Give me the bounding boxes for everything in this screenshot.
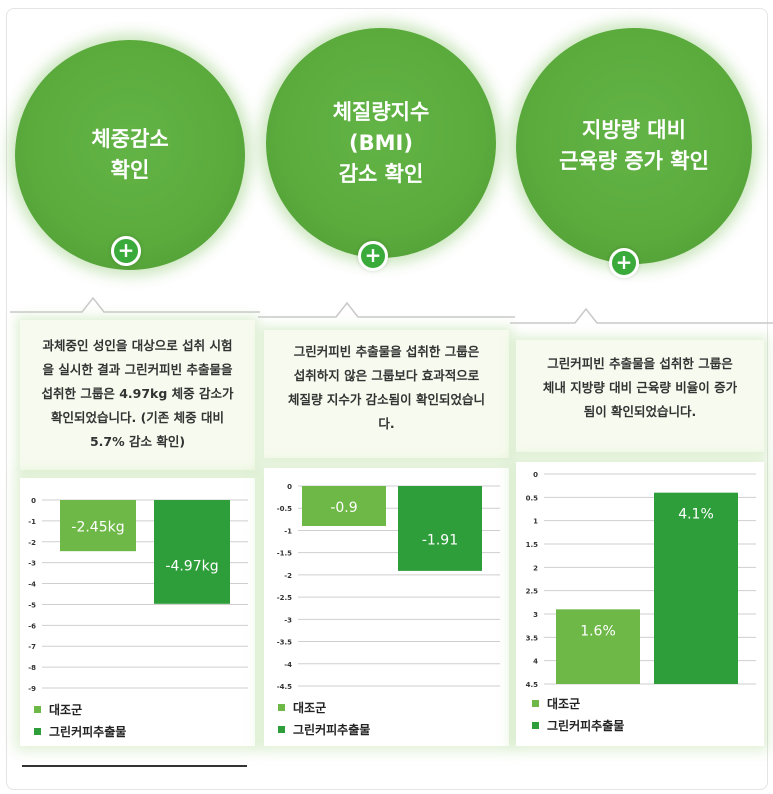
bmi-chart: 0 -0.5 -1 -1.5 -2 -2.5 -3 -3.5 -4 -4.5 -0.9 -1.91 (277, 483, 500, 691)
panel-weight-loss: 체중감소 확인 + 과체중인 성인을 대상으로 섭취 시험 을 실시한 결과 그… (0, 0, 260, 794)
legend-swatch-treatment (278, 725, 285, 733)
legend-item-control: 대조군 (278, 696, 370, 718)
legend-swatch-control (278, 703, 285, 711)
y-tick-label: 4.5 (526, 681, 539, 689)
description-box: 그린커피빈 추출물을 섭취한 그룹은 섭취하지 않은 그룹보다 효과적으로 체질… (264, 330, 509, 458)
y-tick-label: -4 (284, 661, 292, 669)
chart-legend: 대조군 그린커피추출물 (532, 692, 624, 736)
muscle-ratio-circle: 지방량 대비 근육량 증가 확인 (516, 28, 752, 264)
y-tick-label: 1.5 (526, 541, 539, 549)
data-label: -4.97kg (165, 558, 218, 574)
bar-control (302, 486, 386, 526)
pointer-divider (510, 307, 773, 324)
bar-control (556, 609, 640, 684)
y-tick-label: 2.5 (526, 588, 539, 596)
pointer-divider (258, 301, 515, 318)
bar-treatment (154, 500, 230, 604)
y-tick-label: -7 (28, 643, 36, 651)
y-tick-label: -6 (28, 622, 36, 630)
y-tick-label: 1 (533, 518, 538, 526)
chart-box: 0 0.5 1 1.5 2 2.5 3 3.5 4 4.5 1.6% 4.1% 대조군 그린커피추출물 (516, 462, 764, 746)
chart-box: 0 -0.5 -1 -1.5 -2 -2.5 -3 -3.5 -4 -4.5 -0.9 -1.91 대… (264, 468, 509, 746)
data-label: -0.9 (330, 500, 357, 516)
y-tick-label: 0 (533, 471, 538, 479)
y-tick-label: -5 (28, 601, 36, 609)
y-tick-label: 0.5 (526, 494, 539, 502)
legend-item-treatment: 그린커피추출물 (532, 714, 624, 736)
legend-item-treatment: 그린커피추출물 (34, 720, 126, 742)
chart-legend: 대조군 그린커피추출물 (34, 698, 126, 742)
legend-label: 대조군 (49, 702, 83, 717)
description-box: 그린커피빈 추출물을 섭취한 그룹은 체내 지방량 대비 근육량 비율이 증가 … (516, 340, 764, 452)
y-tick-label: 0 (31, 497, 36, 505)
plus-icon[interactable]: + (111, 236, 141, 266)
description-text: 과체중인 성인을 대상으로 섭취 시험 을 실시한 결과 그린커피빈 추출물을 … (41, 338, 234, 449)
circle-title: 지방량 대비 근육량 증가 확인 (559, 118, 709, 173)
circle-title: 체질량지수 (BMI) 감소 확인 (332, 99, 430, 186)
y-tick-label: 2 (533, 564, 538, 572)
weight-loss-circle: 체중감소 확인 (15, 40, 245, 270)
description-box: 과체중인 성인을 대상으로 섭취 시험 을 실시한 결과 그린커피빈 추출물을 … (20, 320, 255, 470)
y-tick-label: -8 (28, 664, 36, 672)
legend-item-control: 대조군 (34, 698, 126, 720)
legend-swatch-treatment (34, 727, 41, 735)
bottom-rule (22, 765, 247, 767)
legend-swatch-treatment (532, 721, 539, 729)
y-tick-label: -2.5 (277, 594, 292, 602)
panel-muscle-ratio: 지방량 대비 근육량 증가 확인 + 그린커피빈 추출물을 섭취한 그룹은 체내… (510, 0, 773, 794)
plus-icon[interactable]: + (609, 248, 639, 278)
data-label: 4.1% (678, 507, 714, 523)
description-text: 그린커피빈 추출물을 섭취한 그룹은 체내 지방량 대비 근육량 비율이 증가 … (542, 356, 738, 419)
legend-label: 그린커피추출물 (547, 718, 625, 733)
circle-title: 체중감소 확인 (91, 127, 169, 182)
y-tick-label: -3 (28, 560, 36, 568)
legend-item-control: 대조군 (532, 692, 624, 714)
y-tick-label: -2 (28, 539, 36, 547)
bar-treatment (654, 492, 738, 684)
y-tick-label: -3.5 (277, 639, 292, 647)
data-label: -1.91 (422, 533, 458, 549)
legend-label: 그린커피추출물 (293, 722, 371, 737)
y-tick-label: -1 (284, 527, 292, 535)
y-tick-label: -1.5 (277, 550, 292, 558)
chart-box: 0 -1 -2 -3 -4 -5 -6 -7 -8 -9 -2.45kg -4.97kg 대조군 그린… (20, 478, 255, 746)
data-label: 1.6% (580, 623, 616, 639)
pointer-divider (10, 296, 260, 313)
bar-treatment (398, 486, 482, 571)
y-tick-label: -2 (284, 572, 292, 580)
bar-control (60, 500, 136, 552)
y-tick-label: -9 (28, 685, 36, 693)
y-tick-label: -4.5 (277, 683, 292, 691)
y-tick-label: -1 (28, 518, 36, 526)
plus-icon[interactable]: + (358, 241, 388, 271)
y-tick-label: -3 (284, 616, 292, 624)
y-tick-label: -0.5 (277, 505, 292, 513)
bmi-circle: 체질량지수 (BMI) 감소 확인 (266, 28, 496, 258)
legend-label: 대조군 (547, 696, 581, 711)
y-tick-label: 0 (287, 483, 292, 491)
panel-bmi: 체질량지수 (BMI) 감소 확인 + 그린커피빈 추출물을 섭취한 그룹은 섭… (258, 0, 515, 794)
weight-loss-chart: 0 -1 -2 -3 -4 -5 -6 -7 -8 -9 -2.45kg -4.97kg (28, 497, 248, 693)
y-tick-label: 3 (533, 611, 538, 619)
data-label: -2.45kg (71, 520, 124, 536)
chart-legend: 대조군 그린커피추출물 (278, 696, 370, 740)
description-text: 그린커피빈 추출물을 섭취한 그룹은 섭취하지 않은 그룹보다 효과적으로 체질… (287, 344, 486, 431)
y-tick-label: 3.5 (526, 634, 539, 642)
legend-label: 대조군 (293, 700, 327, 715)
legend-label: 그린커피추출물 (49, 724, 127, 739)
legend-swatch-control (34, 705, 41, 713)
y-tick-label: -4 (28, 581, 36, 589)
legend-item-treatment: 그린커피추출물 (278, 718, 370, 740)
legend-swatch-control (532, 699, 539, 707)
y-tick-label: 4 (533, 658, 538, 666)
muscle-ratio-chart: 0 0.5 1 1.5 2 2.5 3 3.5 4 4.5 1.6% 4.1% (526, 471, 756, 689)
